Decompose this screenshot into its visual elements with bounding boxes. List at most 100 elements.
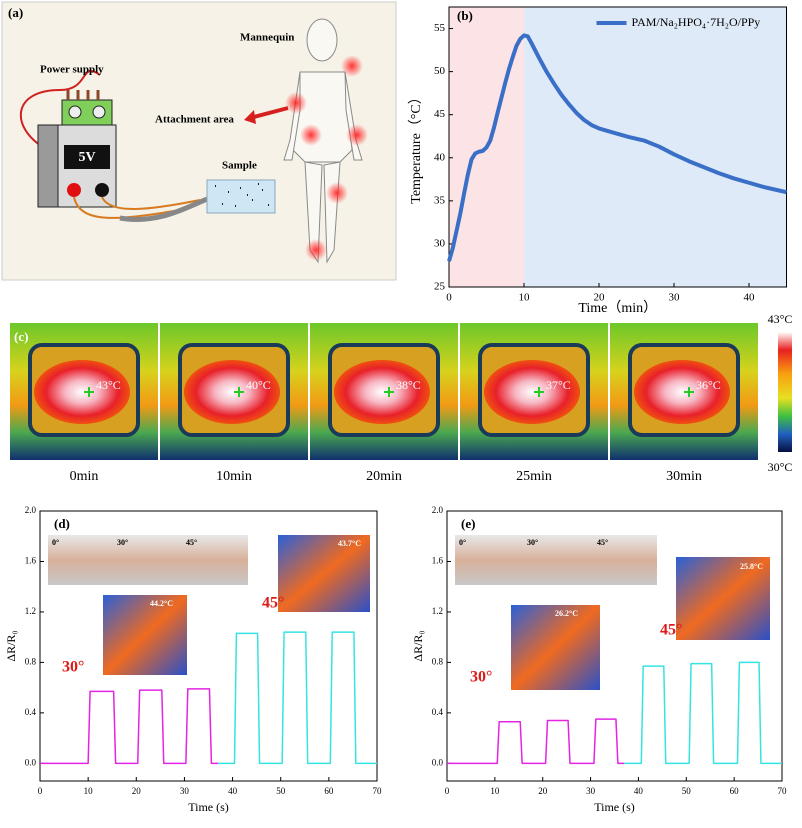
y-axis-label: ΔR/R₀ [4, 630, 18, 661]
colorbar-min: 30°C [768, 460, 793, 474]
annotation: 44.2°C [150, 599, 173, 608]
label: Mannequin [240, 32, 294, 44]
arrow-head [244, 110, 256, 124]
hot-spot [334, 360, 430, 424]
annotation: 43.7°C [338, 539, 361, 548]
annotation: 45° [186, 538, 197, 547]
crosshair [84, 387, 94, 397]
series-label: 30° [62, 659, 84, 676]
panel-label: (d) [54, 516, 70, 531]
display [64, 145, 110, 169]
annotation: 45° [597, 538, 608, 547]
data-line [624, 661, 782, 765]
panel-c: 43°C 30°C 43°C 0min 40°C 10min 38°C 20min 37°C… [10, 312, 792, 484]
legend-label: PAM/Na₂HPO₄·7H₂O/PPy [632, 15, 761, 29]
y-tick-label: 1.6 [432, 556, 444, 566]
panel-a: 5V (a) Mannequin Power supply Attachment… [1, 1, 397, 281]
y-tick-label: 45 [434, 108, 446, 120]
inset-photo [511, 605, 600, 690]
x-tick-label: 20 [538, 786, 548, 796]
thermal-image: 36°C 30min [610, 323, 758, 484]
chart: 0 10 20 30 40 50 60 70 0.0 0.4 0.8 1.2 1.6 2.0 Time (s… [411, 505, 787, 814]
x-tick-label: 60 [730, 786, 740, 796]
temperature-label: 36°C [696, 378, 721, 392]
x-axis-label: Time (s) [188, 800, 229, 814]
x-tick-label: 30 [180, 786, 190, 796]
x-tick-label: 20 [594, 292, 606, 304]
thermal-image: 43°C 0min [10, 323, 158, 484]
plot-frame [39, 510, 378, 782]
sample [206, 179, 276, 214]
x-tick-label: 30 [586, 786, 596, 796]
time-label: 10min [216, 469, 252, 484]
data-line [40, 688, 219, 765]
x-axis-label: Time（min） [578, 300, 657, 316]
panel-label: (c) [14, 329, 28, 344]
red-terminal [67, 183, 81, 197]
plot-frame [446, 510, 783, 782]
heat-spots [285, 55, 368, 261]
y-tick-label: 30 [434, 237, 446, 249]
supply-side [37, 124, 59, 208]
x-tick-label: 50 [276, 786, 286, 796]
thermal-image: 37°C 25min [460, 323, 608, 484]
temperature-label: 40°C [246, 378, 271, 392]
x-tick-label: 10 [519, 292, 531, 304]
chart: 0 10 20 30 40 50 60 70 0.0 0.4 0.8 1.2 1.6 2.0 Time (s… [4, 505, 382, 814]
series-label: 30° [470, 669, 492, 686]
annotation: 26.2°C [555, 609, 578, 618]
inset-photo [455, 535, 657, 585]
time-label: 30min [666, 469, 702, 484]
inset-photo [278, 535, 370, 612]
colorbar-max: 43°C [768, 312, 793, 326]
x-tick-label: 40 [634, 786, 644, 796]
annotation: 0° [459, 538, 466, 547]
y-tick-label: 55 [434, 22, 446, 34]
panel-label: (a) [8, 5, 23, 20]
wire [20, 69, 101, 151]
time-label: 20min [366, 469, 402, 484]
hot-spot [34, 360, 130, 424]
arrow [249, 106, 289, 120]
y-tick-label: 35 [434, 194, 446, 206]
inset-photo [676, 557, 770, 640]
label: Sample [222, 160, 257, 172]
y-tick-label: 2.0 [25, 505, 37, 515]
y-tick-label: 0.4 [25, 707, 37, 717]
y-tick-label: 1.2 [25, 606, 36, 616]
y-tick-label: 1.2 [432, 606, 443, 616]
chart: 0 10 20 30 40 25 30 35 40 45 50 55 Time（min） Temperat… [408, 6, 787, 316]
crosshair [684, 387, 694, 397]
y-tick-label: 1.6 [25, 556, 37, 566]
y-tick-label: 0.4 [432, 707, 444, 717]
panel-label: (b) [457, 8, 473, 23]
x-tick-label: 70 [778, 786, 788, 796]
x-tick-label: 10 [84, 786, 94, 796]
y-tick-label: 0.8 [25, 656, 37, 666]
x-tick-label: 40 [228, 786, 238, 796]
plot-frame [448, 6, 787, 288]
y-axis-label: ΔR/R₀ [411, 630, 425, 661]
leads [73, 196, 201, 219]
label: Attachment area [155, 114, 234, 126]
x-tick-label: 10 [490, 786, 500, 796]
y-tick-label: 0.0 [25, 757, 37, 767]
inset-photo [48, 535, 248, 585]
colorbar [778, 332, 792, 452]
x-tick-label: 20 [132, 786, 142, 796]
time-label: 25min [516, 469, 552, 484]
temperature-label: 37°C [546, 378, 571, 392]
annotation: 30° [527, 538, 538, 547]
hot-spot [484, 360, 580, 424]
panel-label: (e) [461, 516, 475, 531]
screw [92, 105, 106, 119]
y-tick-label: 0.0 [432, 757, 444, 767]
voltage: 5V [78, 150, 95, 165]
annotation: 25.8°C [740, 562, 763, 571]
data-line [447, 33, 787, 262]
cable [119, 195, 211, 222]
crosshair [534, 387, 544, 397]
hot-spot [634, 360, 730, 424]
inset-photo [103, 595, 187, 675]
y-tick-label: 25 [434, 281, 446, 293]
